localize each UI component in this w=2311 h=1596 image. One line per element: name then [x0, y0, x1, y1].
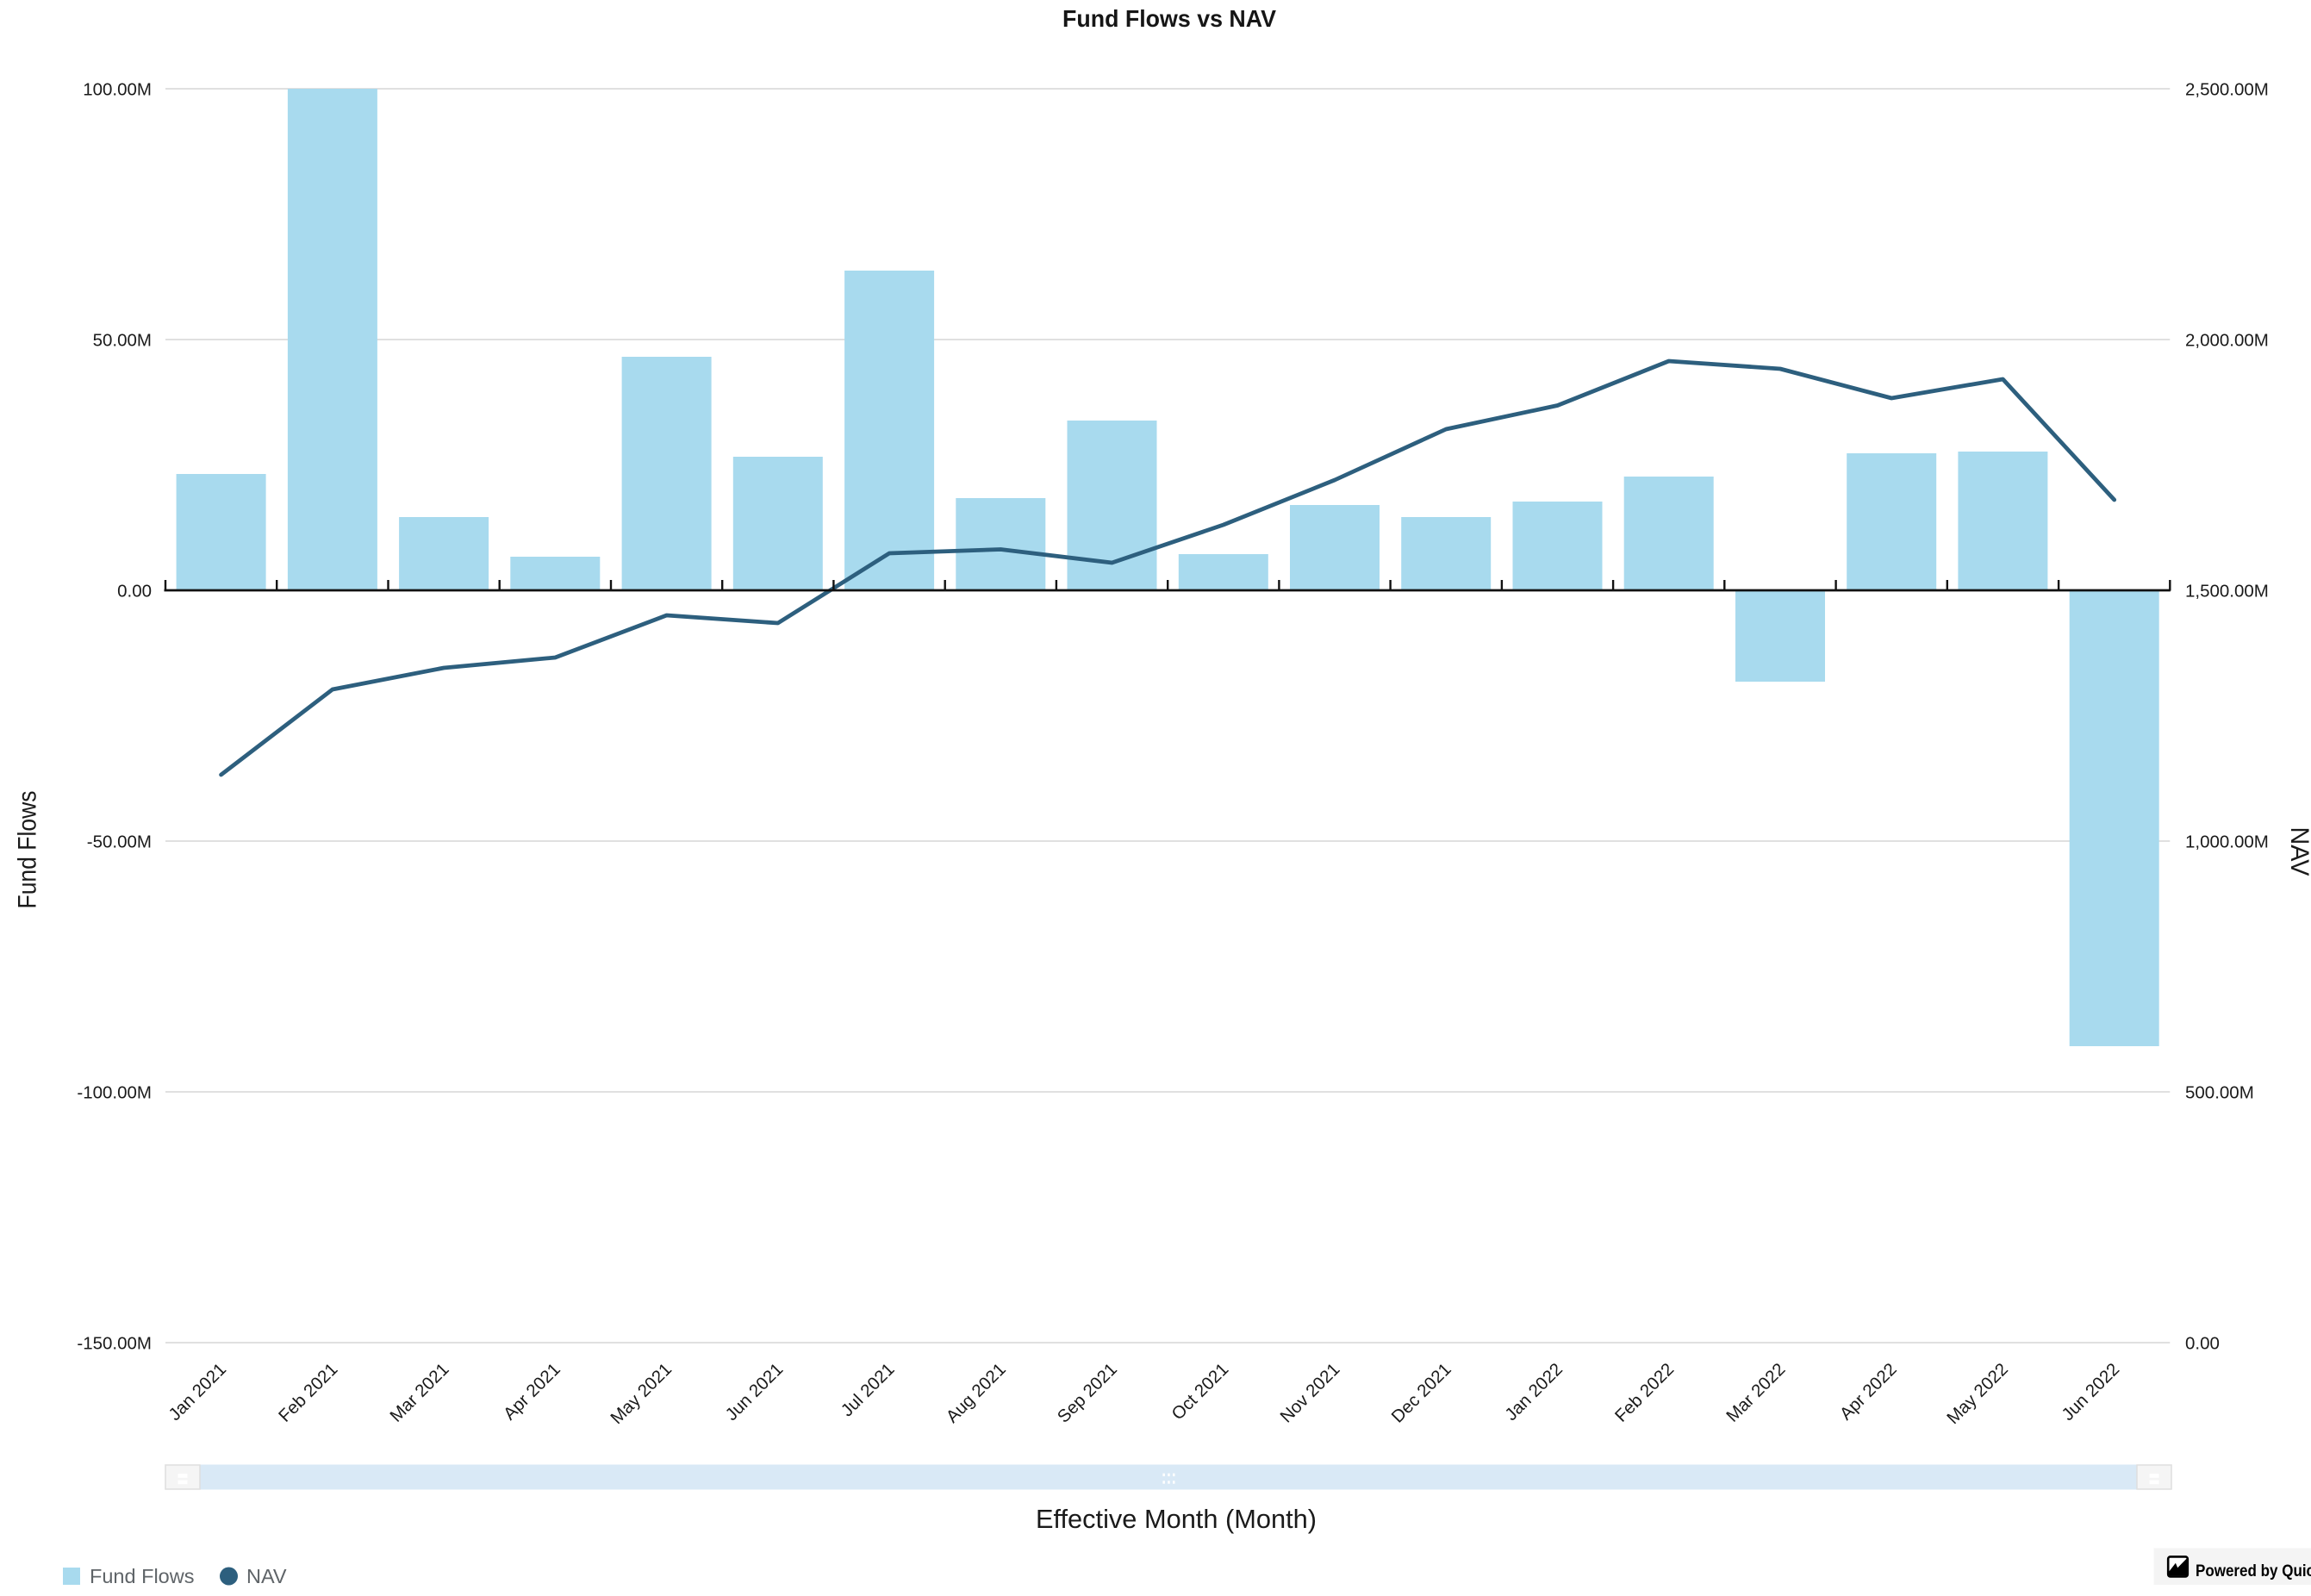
svg-text:0.00: 0.00: [117, 581, 152, 601]
svg-text:50.00M: 50.00M: [93, 330, 152, 350]
svg-text:NAV: NAV: [2285, 827, 2311, 876]
svg-text:-100.00M: -100.00M: [77, 1082, 152, 1102]
svg-text:Fund Flows: Fund Flows: [14, 791, 42, 909]
svg-text:0.00: 0.00: [2185, 1333, 2220, 1353]
svg-text:1,000.00M: 1,000.00M: [2185, 832, 2269, 851]
svg-text:Fund Flows: Fund Flows: [90, 1565, 194, 1587]
svg-text:1,500.00M: 1,500.00M: [2185, 581, 2269, 601]
svg-text:2,500.00M: 2,500.00M: [2185, 79, 2269, 99]
svg-text:2,000.00M: 2,000.00M: [2185, 330, 2269, 350]
svg-text:500.00M: 500.00M: [2185, 1082, 2254, 1102]
svg-text:Fund Flows vs NAV: Fund Flows vs NAV: [1062, 5, 1276, 32]
svg-text:Powered by QuickSight: Powered by QuickSight: [2196, 1562, 2311, 1580]
svg-text:100.00M: 100.00M: [83, 79, 152, 99]
svg-text:NAV: NAV: [246, 1565, 287, 1587]
svg-text:Effective Month (Month): Effective Month (Month): [1036, 1505, 1317, 1534]
svg-text:-150.00M: -150.00M: [77, 1333, 152, 1353]
svg-text:-50.00M: -50.00M: [87, 832, 152, 851]
